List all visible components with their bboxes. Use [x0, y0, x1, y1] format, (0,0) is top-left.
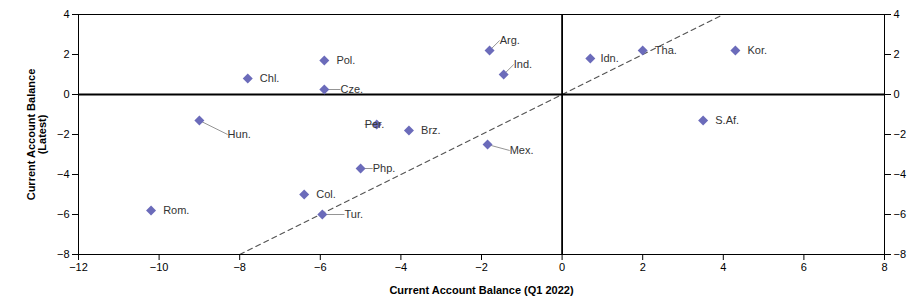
svg-text:Brz.: Brz. — [421, 124, 441, 136]
svg-text:−2: −2 — [475, 261, 488, 273]
svg-text:Hun.: Hun. — [228, 128, 251, 140]
svg-text:−2: −2 — [894, 128, 907, 140]
svg-text:Chl.: Chl. — [260, 72, 280, 84]
svg-text:Per.: Per. — [365, 118, 385, 130]
svg-text:−8: −8 — [894, 248, 907, 260]
svg-text:−12: −12 — [69, 261, 88, 273]
svg-text:Cze.: Cze. — [340, 83, 363, 95]
svg-text:−10: −10 — [150, 261, 169, 273]
svg-text:Idn.: Idn. — [600, 52, 618, 64]
svg-text:0: 0 — [559, 261, 565, 273]
svg-text:Col.: Col. — [316, 188, 336, 200]
svg-text:4: 4 — [894, 8, 900, 20]
svg-text:2: 2 — [63, 48, 69, 60]
svg-text:4: 4 — [720, 261, 726, 273]
svg-text:0: 0 — [894, 88, 900, 100]
svg-text:−4: −4 — [57, 168, 70, 180]
svg-text:8: 8 — [881, 261, 887, 273]
svg-text:−6: −6 — [57, 208, 70, 220]
svg-text:Rom.: Rom. — [163, 204, 189, 216]
svg-text:−6: −6 — [894, 208, 907, 220]
svg-text:4: 4 — [63, 8, 69, 20]
svg-text:−6: −6 — [314, 261, 327, 273]
svg-text:Kor.: Kor. — [747, 44, 767, 56]
svg-text:−4: −4 — [395, 261, 408, 273]
svg-text:Mex.: Mex. — [510, 144, 534, 156]
svg-text:Ind.: Ind. — [514, 58, 532, 70]
svg-text:Current Account Balance(Latest: Current Account Balance(Latest) — [25, 69, 48, 201]
svg-text:2: 2 — [640, 261, 646, 273]
svg-text:2: 2 — [894, 48, 900, 60]
svg-text:−8: −8 — [57, 248, 70, 260]
svg-text:Tha.: Tha. — [655, 44, 677, 56]
svg-text:0: 0 — [63, 88, 69, 100]
svg-text:S.Af.: S.Af. — [715, 114, 739, 126]
svg-text:−2: −2 — [57, 128, 70, 140]
svg-text:−8: −8 — [233, 261, 246, 273]
svg-text:6: 6 — [801, 261, 807, 273]
svg-text:Tur.: Tur. — [344, 208, 363, 220]
svg-text:−4: −4 — [894, 168, 907, 180]
svg-text:Php.: Php. — [373, 162, 396, 174]
svg-text:Pol.: Pol. — [336, 54, 355, 66]
svg-text:Current Account Balance (Q1 20: Current Account Balance (Q1 2022) — [389, 284, 574, 296]
svg-text:Arg.: Arg. — [500, 34, 520, 46]
